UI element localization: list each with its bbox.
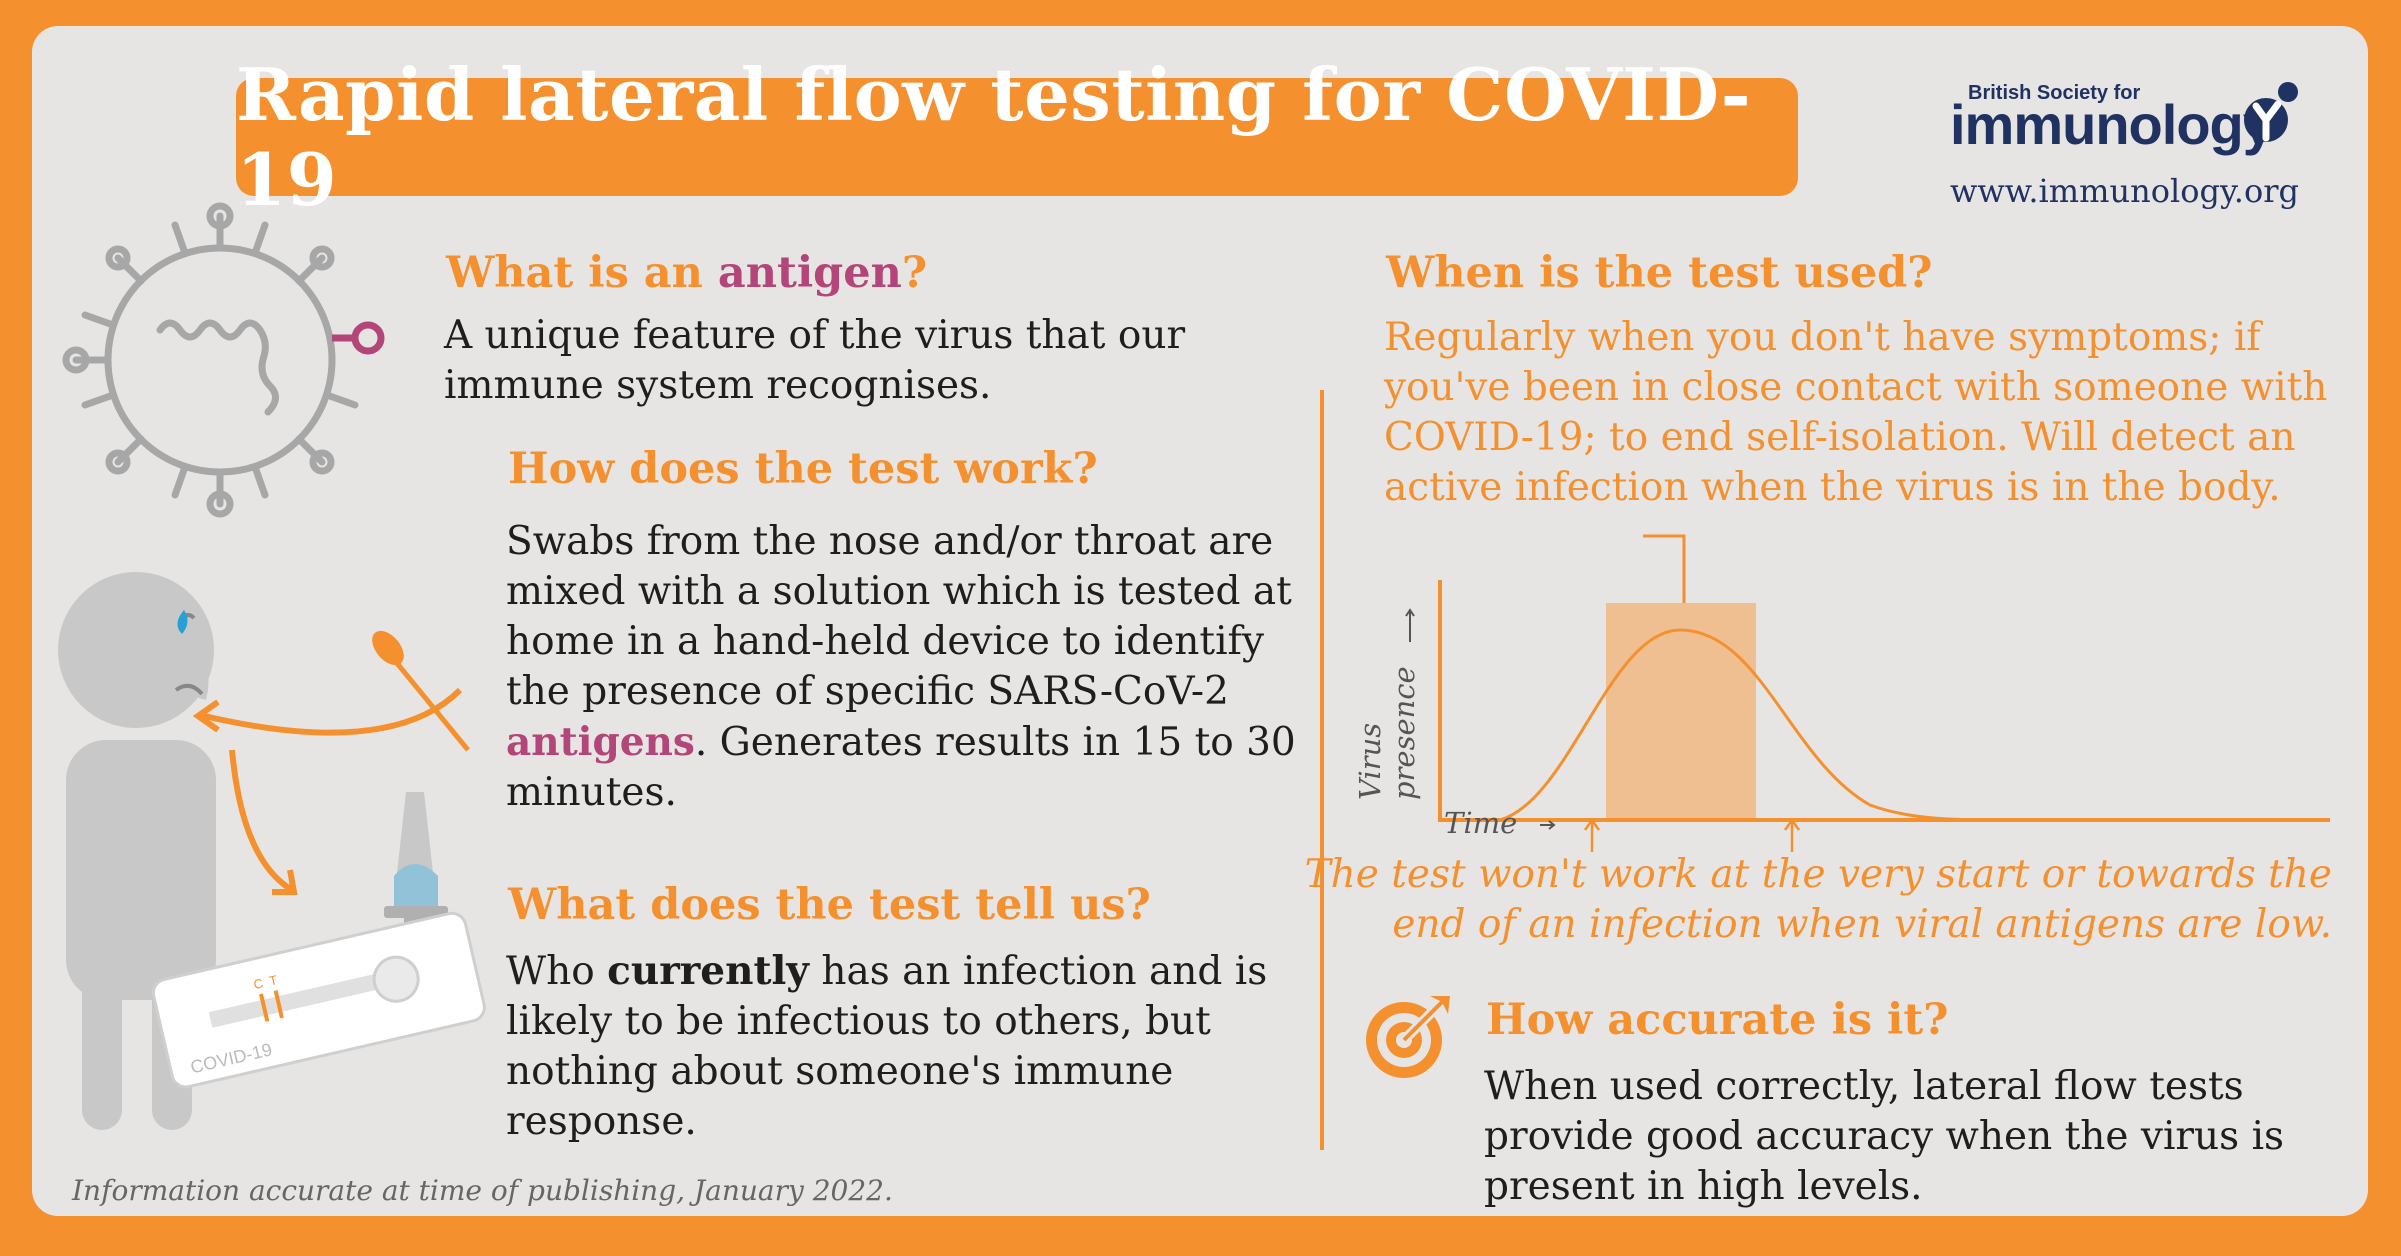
website-link[interactable]: www.immunology.org bbox=[1950, 172, 2299, 210]
virus-presence-graph: Virus presence Time bbox=[1353, 534, 2330, 852]
presence-arrow bbox=[1405, 608, 1415, 642]
target-icon bbox=[1366, 996, 1450, 1078]
test-device-icon: C T COVID-19 bbox=[151, 911, 486, 1089]
accuracy-body: When used correctly, lateral flow tests … bbox=[1484, 1064, 2285, 1209]
detection-window bbox=[1606, 603, 1756, 821]
tell-us-body: Who currently has an infection and is li… bbox=[506, 946, 1306, 1147]
page-title: Rapid lateral flow testing for COVID-19 bbox=[236, 52, 1798, 222]
tell-us-body-end: has an infection and is likely to be inf… bbox=[506, 949, 1268, 1144]
how-work-keyword: antigens bbox=[506, 719, 695, 765]
arrow-swab-to-nose bbox=[192, 687, 463, 736]
logo-society-text: British Society for bbox=[1968, 82, 2141, 104]
how-work-body: Swabs from the nose and/or throat are mi… bbox=[506, 517, 1306, 818]
graph-note-line1: The test won't work at the very start or… bbox=[1304, 852, 2332, 897]
graph-note: The test won't work at the very start or… bbox=[1300, 850, 2332, 950]
accuracy-heading: How accurate is it? bbox=[1486, 995, 1949, 1045]
footer-note: Information accurate at time of publishi… bbox=[72, 1174, 893, 1207]
x-axis-label: Time bbox=[1444, 806, 1517, 840]
time-arrow bbox=[1540, 820, 1556, 830]
antigen-heading-prefix: What is an bbox=[446, 248, 718, 298]
how-work-body-end: . Generates results in 15 to 30 minutes. bbox=[506, 720, 1296, 815]
y-axis-label-line1: Virus bbox=[1353, 723, 1387, 800]
virus-icon bbox=[62, 202, 385, 518]
device-c-label: C bbox=[252, 975, 265, 992]
arrow-to-device bbox=[229, 749, 298, 895]
antigen-heading: What is an antigen? bbox=[446, 248, 927, 298]
start-marker-arrow bbox=[1583, 817, 1601, 852]
y-axis-label-line2: presence bbox=[1387, 666, 1421, 800]
logo-y-icon bbox=[2244, 82, 2298, 142]
logo-wordmark: immunology bbox=[1950, 93, 2274, 156]
swab-icon bbox=[372, 630, 470, 752]
antigen-heading-keyword: antigen bbox=[717, 248, 902, 298]
tell-us-body-start: Who bbox=[506, 949, 608, 994]
when-used-body: Regularly when you don't have symptoms; … bbox=[1384, 315, 2328, 510]
when-used-heading: When is the test used? bbox=[1386, 248, 1933, 298]
tell-us-keyword: currently bbox=[607, 948, 809, 994]
how-work-body-text: Swabs from the nose and/or throat are mi… bbox=[506, 519, 1292, 714]
end-marker-arrow bbox=[1783, 817, 1801, 852]
column-divider bbox=[1320, 390, 1324, 1150]
virus-curve bbox=[1499, 628, 2001, 822]
tell-us-heading: What does the test tell us? bbox=[508, 880, 1151, 930]
graph-note-line2: end of an infection when viral antigens … bbox=[1392, 902, 2332, 947]
connector-line bbox=[1643, 534, 1686, 603]
antigen-heading-suffix: ? bbox=[901, 248, 928, 298]
antigen-body: A unique feature of the virus that our i… bbox=[444, 313, 1186, 408]
device-t-label: T bbox=[268, 972, 279, 988]
how-work-heading: How does the test work? bbox=[508, 444, 1098, 494]
